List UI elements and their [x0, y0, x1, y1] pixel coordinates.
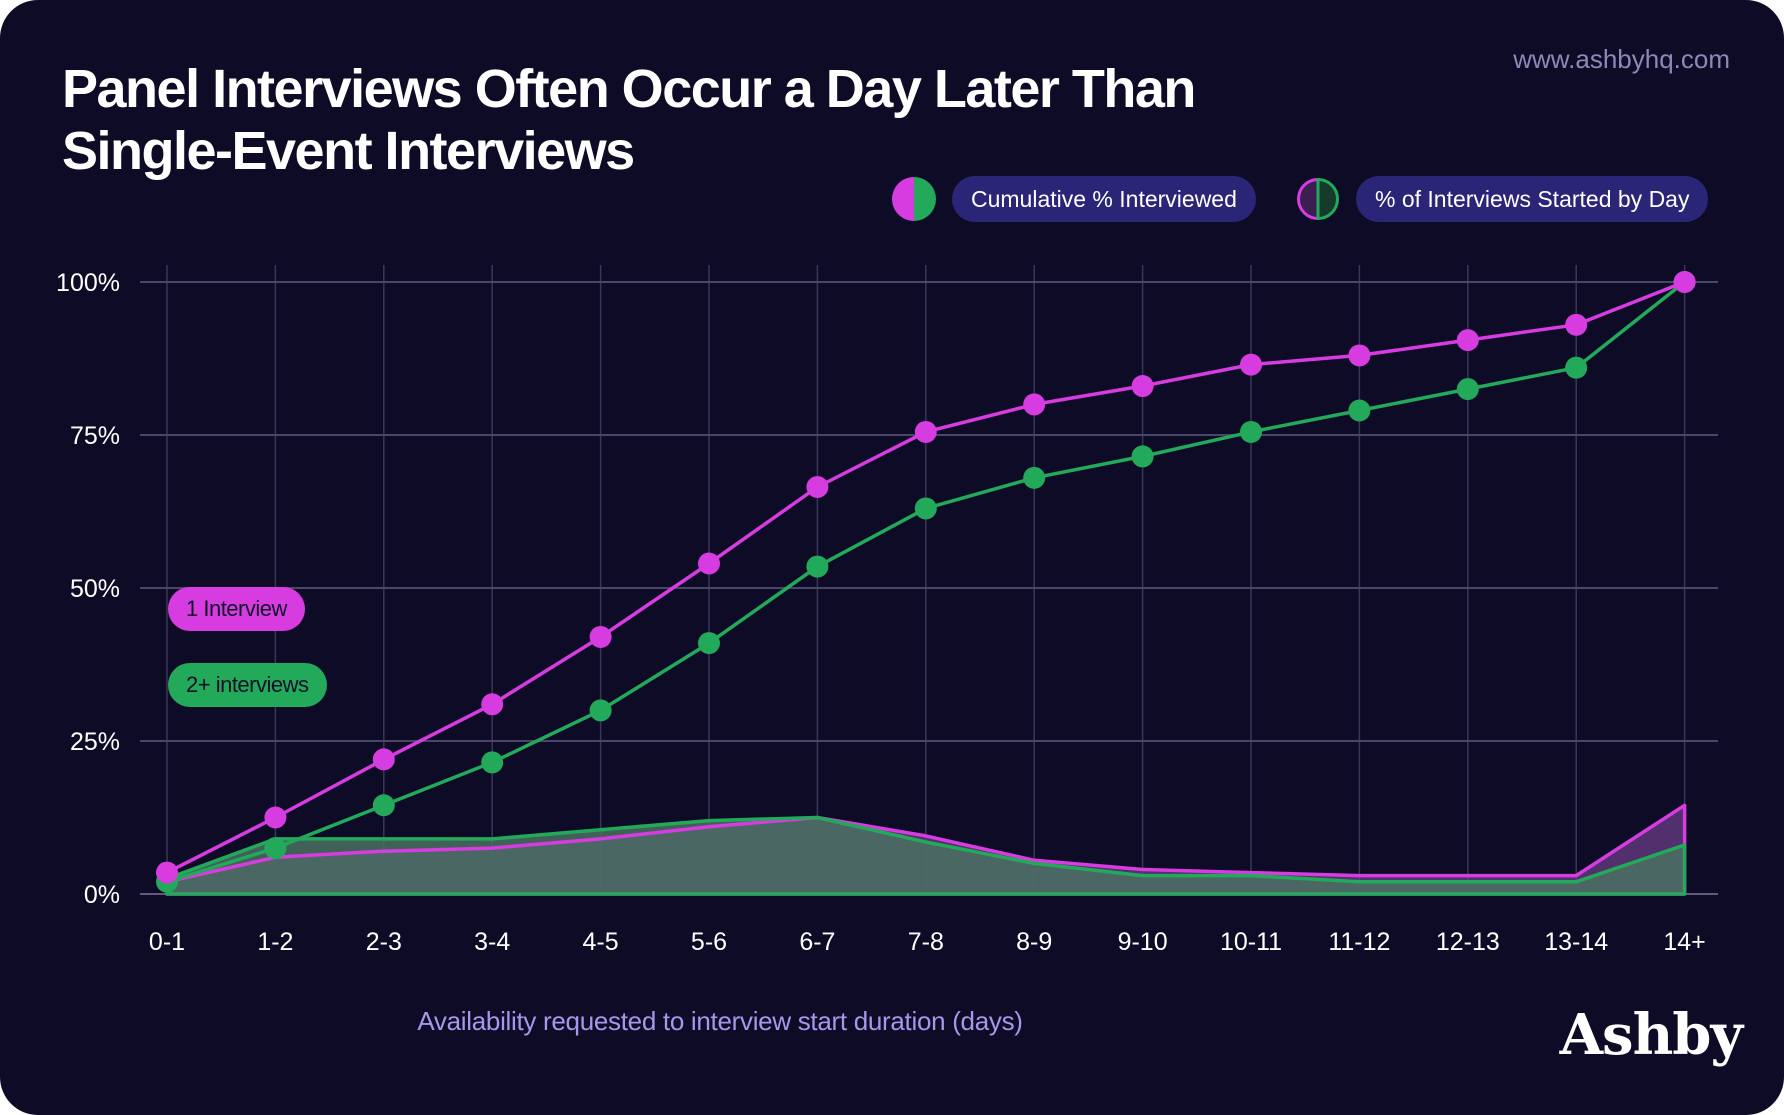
point-2-plus-cumulative: [914, 497, 937, 520]
point-1-interview-cumulative: [698, 552, 720, 575]
title-line-1: Panel Interviews Often Occur a Day Later…: [62, 59, 1196, 119]
x-tick-label: 7-8: [908, 928, 944, 956]
line-1-interview-started: [165, 803, 1687, 896]
x-tick-label: 4-5: [583, 928, 619, 956]
series-label-2-plus-interviews: 2+ interviews: [168, 663, 327, 707]
y-tick-label: 100%: [56, 269, 120, 297]
point-2-plus-cumulative: [698, 632, 720, 655]
chart-title: Panel Interviews Often Occur a Day Later…: [62, 58, 1262, 182]
point-1-interview-cumulative: [156, 861, 178, 884]
ashby-logo: Ashby: [1559, 1002, 1743, 1068]
x-tick-label: 0-1: [149, 928, 185, 956]
x-tick-label: 6-7: [799, 928, 835, 956]
x-tick-label: 2-3: [366, 928, 402, 956]
x-axis-label: Availability requested to interview star…: [417, 1006, 1023, 1036]
point-1-interview-cumulative: [372, 748, 395, 771]
area-2-plus-started: [167, 817, 1685, 894]
point-1-interview-cumulative: [264, 806, 287, 829]
x-tick-label: 1-2: [257, 928, 293, 956]
point-1-interview-cumulative: [1565, 313, 1588, 336]
point-2-plus-cumulative: [1456, 378, 1479, 401]
x-tick-label: 14+: [1663, 928, 1705, 956]
point-1-interview-cumulative: [481, 693, 504, 716]
started-outline-circle-icon: [1297, 177, 1339, 221]
point-2-plus-cumulative: [1565, 356, 1588, 379]
x-tick-label: 5-6: [691, 928, 727, 956]
point-1-interview-cumulative: [1456, 329, 1479, 352]
point-1-interview-cumulative: [1673, 271, 1696, 293]
point-2-plus-cumulative: [1348, 399, 1371, 422]
x-tick-label: 9-10: [1118, 928, 1168, 956]
legend-cumulative-label: Cumulative % Interviewed: [952, 176, 1256, 222]
website-link[interactable]: www.ashbyhq.com: [1513, 44, 1730, 74]
y-tick-label: 25%: [70, 728, 120, 756]
point-2-plus-cumulative: [1240, 420, 1262, 443]
point-1-interview-cumulative: [914, 420, 937, 443]
x-tick-label: 13-14: [1544, 928, 1608, 956]
point-2-plus-cumulative: [264, 837, 287, 860]
point-1-interview-cumulative: [1131, 375, 1154, 398]
x-tick-label: 8-9: [1016, 928, 1052, 956]
y-tick-label: 75%: [70, 422, 120, 450]
point-2-plus-cumulative: [1023, 466, 1046, 489]
point-1-interview-cumulative: [806, 476, 829, 499]
title-line-2: Single-Event Interviews: [62, 121, 635, 181]
legend-started-label: % of Interviews Started by Day: [1356, 176, 1709, 222]
point-1-interview-cumulative: [589, 625, 612, 648]
x-tick-label: 10-11: [1220, 928, 1282, 956]
point-2-plus-cumulative: [589, 699, 612, 722]
x-tick-label: 3-4: [474, 928, 510, 956]
y-tick-label: 0%: [84, 881, 120, 909]
line-2-plus-started: [165, 815, 1687, 896]
legend-started: % of Interviews Started by Day: [1296, 176, 1709, 222]
point-2-plus-cumulative: [1131, 445, 1154, 468]
series-label-1-interview: 1 Interview: [168, 587, 305, 631]
point-2-plus-cumulative: [806, 555, 829, 578]
legend-cumulative: Cumulative % Interviewed: [892, 176, 1256, 222]
point-2-plus-cumulative: [372, 794, 395, 817]
x-tick-label: 11-12: [1328, 928, 1390, 956]
cumulative-split-circle-icon: [892, 177, 936, 221]
x-tick-label: 12-13: [1436, 928, 1500, 956]
point-1-interview-cumulative: [1023, 393, 1046, 416]
y-tick-label: 50%: [70, 575, 120, 603]
point-2-plus-cumulative: [481, 751, 504, 774]
point-1-interview-cumulative: [1348, 344, 1371, 367]
point-1-interview-cumulative: [1240, 353, 1262, 376]
